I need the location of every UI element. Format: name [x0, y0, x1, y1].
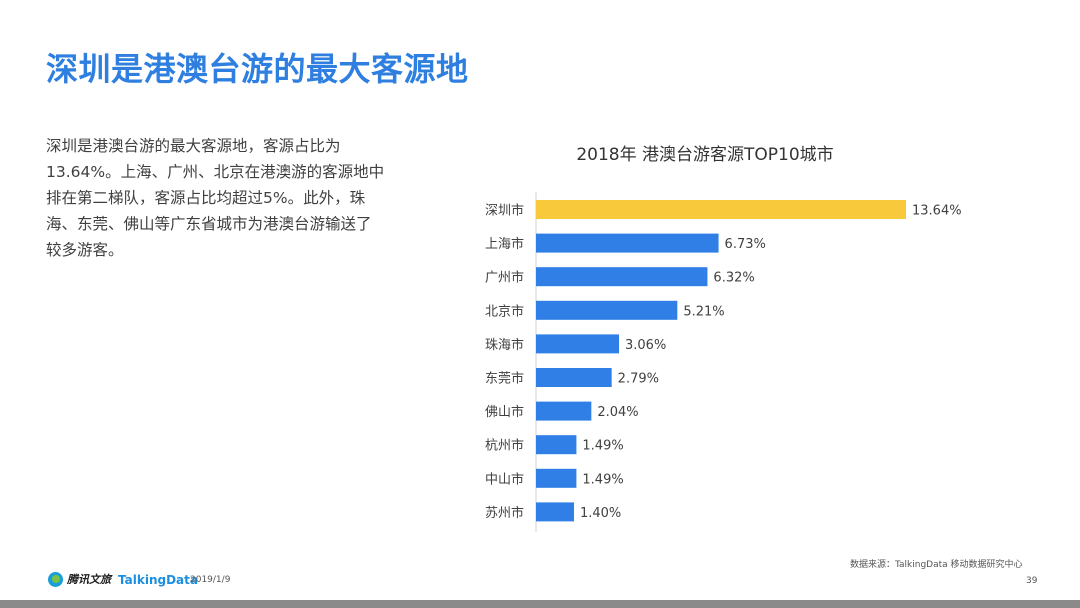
data-source: 数据来源：TalkingData 移动数据研究中心	[850, 560, 1023, 570]
category-label: 苏州市	[485, 505, 524, 521]
category-label: 佛山市	[485, 404, 524, 420]
page-title: 深圳是港澳台游的最大客源地	[46, 50, 469, 88]
value-label: 5.21%	[683, 304, 724, 319]
bar-chart: 深圳市 13.64% 上海市 6.73% 广州市 6.32% 北京市 5.21% 珠海市 3.06…	[485, 192, 962, 532]
value-label: 3.06%	[625, 338, 666, 353]
value-label: 6.32%	[713, 271, 754, 286]
category-label: 北京市	[485, 303, 524, 319]
footer-date: 2019/1/9	[190, 575, 231, 585]
category-label: 深圳市	[485, 203, 524, 219]
value-label: 6.73%	[725, 237, 766, 252]
page-number: 39	[1026, 576, 1038, 586]
talkingdata-logo: TalkingData	[118, 573, 198, 587]
bottom-bar	[0, 600, 1080, 608]
value-label: 1.40%	[580, 506, 621, 521]
chart-title: 2018年 港澳台游客源TOP10城市	[576, 145, 834, 165]
category-label: 珠海市	[485, 337, 524, 353]
bar	[536, 233, 719, 253]
bar	[536, 401, 592, 421]
value-label: 2.79%	[618, 372, 659, 387]
body-paragraph: 深圳是港澳台游的最大客源地，客源占比为13.64%。上海、广州、北京在港澳游的客…	[46, 137, 385, 259]
bar	[536, 267, 708, 287]
tencent-culture-logo: 腾讯文旅	[48, 571, 111, 587]
bar	[536, 200, 906, 219]
bar	[536, 334, 620, 354]
tencent-logo-icon	[48, 571, 63, 587]
value-label: 1.49%	[582, 439, 623, 454]
bar	[536, 300, 678, 320]
category-label: 中山市	[485, 471, 524, 487]
value-label: 13.64%	[912, 204, 962, 219]
value-label: 1.49%	[582, 472, 623, 487]
value-label: 2.04%	[597, 405, 638, 420]
bar	[536, 435, 577, 455]
category-label: 广州市	[485, 270, 524, 286]
bar	[536, 502, 574, 522]
category-label: 杭州市	[485, 438, 524, 454]
category-label: 东莞市	[485, 371, 524, 387]
bar	[536, 468, 577, 488]
tencent-logo-text: 腾讯文旅	[67, 573, 111, 586]
category-label: 上海市	[485, 236, 524, 252]
bar	[536, 368, 612, 387]
